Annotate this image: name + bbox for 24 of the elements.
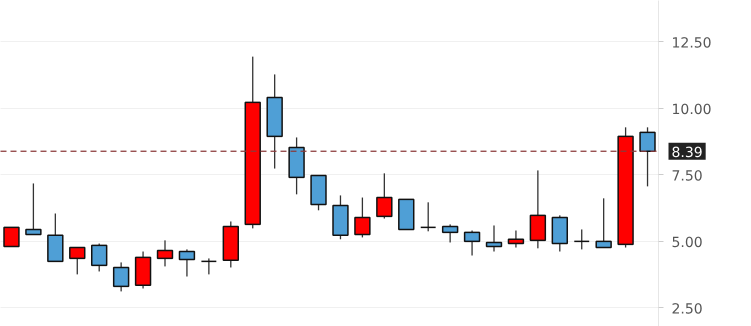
y-tick-label: 12.50 — [672, 35, 712, 52]
candlestick — [420, 202, 436, 232]
y-tick-label: 2.50 — [672, 301, 703, 318]
candlestick — [69, 246, 86, 276]
candlestick — [90, 242, 108, 272]
y-tick-label: 10.00 — [672, 102, 712, 118]
candlestick — [464, 230, 480, 256]
candlestick — [156, 240, 174, 268]
candlestick — [574, 228, 590, 250]
y-tick-label: 7.50 — [672, 168, 703, 184]
candlestick — [3, 226, 20, 248]
candlestick — [639, 126, 656, 188]
candlestick — [508, 230, 524, 248]
candlestick — [376, 172, 393, 220]
candlestick — [25, 182, 42, 236]
candlestick — [486, 224, 502, 252]
ref-line-label: 8.39 — [672, 144, 703, 161]
candlestick — [178, 248, 196, 278]
candlestick — [354, 196, 371, 238]
y-tick-label: 5.00 — [672, 234, 703, 251]
candlestick — [200, 258, 218, 276]
candlestick — [595, 198, 612, 248]
candlestick — [112, 262, 130, 292]
candlestick — [442, 224, 458, 244]
